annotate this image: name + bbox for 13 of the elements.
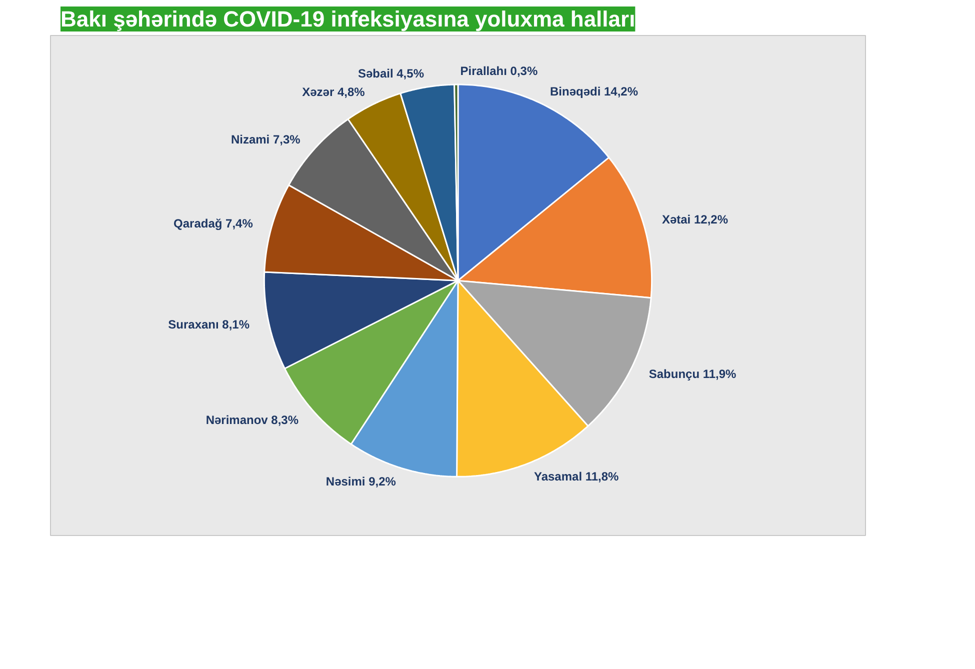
slice-label: Qaradağ 7,4% xyxy=(174,216,254,230)
slice-label: Nərimanov 8,3% xyxy=(206,412,299,427)
slice-label: Səbail 4,5% xyxy=(358,66,424,80)
slice-label: Sabunçu 11,9% xyxy=(648,367,737,382)
slice-label: Suraxanı 8,1% xyxy=(168,317,250,332)
slice-label: Binəqədi 14,2% xyxy=(550,84,638,98)
slice-label: Xətai 12,2% xyxy=(662,212,728,227)
slice-label: Pirallahı 0,3% xyxy=(460,64,538,78)
slice-label: Yasamal 11,8% xyxy=(534,470,620,484)
slice-label: Nəsimi 9,2% xyxy=(326,474,396,488)
slice-label: Xəzər 4,8% xyxy=(302,84,366,99)
slice-label: Nizami 7,3% xyxy=(230,132,301,146)
chart-title: Bakı şəhərində COVID-19 infeksiyasına yoluxma halları xyxy=(60,6,636,32)
